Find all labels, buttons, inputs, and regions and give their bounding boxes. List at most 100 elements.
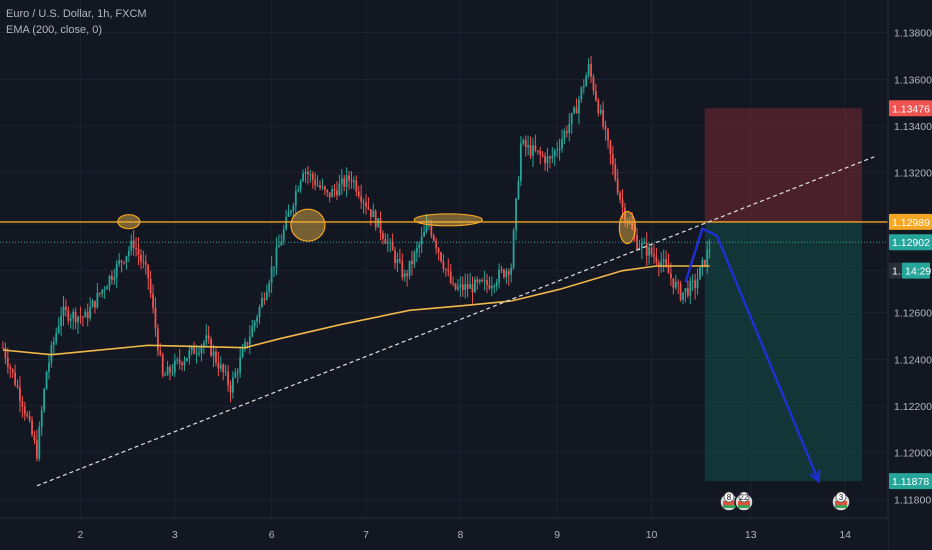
chart-legend: Euro / U.S. Dollar, 1h, FXCM EMA (200, c… (6, 6, 147, 38)
candle-body (544, 155, 546, 164)
candle-body (55, 332, 58, 342)
candle-body (101, 289, 104, 294)
price-tag (902, 262, 930, 279)
candle-body (549, 156, 551, 159)
candle-body (137, 248, 140, 255)
candle-body (536, 150, 539, 152)
candle-body (113, 277, 116, 280)
candle-body (466, 284, 469, 289)
time-tick-label: 6 (269, 529, 275, 541)
ascending-trendline (36, 156, 875, 487)
event-marker-badge (723, 491, 735, 503)
candle-body (40, 410, 43, 427)
candle-body (532, 145, 534, 156)
candle-body (442, 261, 445, 269)
candle-body (367, 206, 370, 210)
candle-body (345, 175, 348, 187)
candle-body (190, 346, 193, 351)
candle-body (91, 300, 94, 308)
candle-body (178, 359, 181, 363)
price-axis[interactable]: 1.13800 1.13600 1.13400 1.13200 1.12600 1.124… (887, 0, 932, 550)
candle-body (510, 268, 513, 275)
candle-body (541, 154, 544, 156)
candle-body (323, 186, 326, 191)
candle-body (471, 284, 474, 293)
event-marker-flag-icon (835, 501, 847, 505)
candle-body (350, 180, 353, 182)
time-tick-label: 13 (745, 529, 757, 541)
candle-body (590, 63, 592, 77)
candle-body (403, 273, 406, 278)
candle-body (321, 186, 324, 188)
event-marker-flag-icon (723, 501, 735, 505)
candle-body (686, 288, 689, 296)
candle-body (575, 107, 578, 114)
candle-body (132, 240, 135, 248)
candle-body (587, 63, 590, 76)
candle-body (200, 346, 203, 353)
candle-body (517, 181, 520, 199)
candle-body (592, 76, 595, 91)
time-axis[interactable]: 2 3 6 7 8 9 10 13 14 (0, 517, 888, 550)
symbol-title[interactable]: Euro / U.S. Dollar, 1h, FXCM (6, 8, 147, 20)
candle-body (449, 271, 452, 283)
time-tick-label: 14 (839, 529, 851, 541)
candle-body (444, 268, 447, 270)
candle-body (28, 416, 31, 421)
time-tick-label: 8 (457, 529, 463, 541)
candle-body (369, 209, 372, 218)
candle-body (457, 286, 459, 290)
candle-body (227, 371, 229, 385)
candle-body (539, 150, 542, 155)
candle-body (691, 280, 694, 282)
candle-body (52, 341, 55, 346)
candle-body (115, 263, 118, 278)
candle-body (413, 252, 416, 265)
candle-body (239, 357, 242, 373)
candle-body (595, 90, 597, 101)
candle-body (379, 218, 382, 234)
candle-body (655, 256, 658, 263)
candle-body (302, 173, 304, 181)
candle-body (154, 307, 157, 329)
candle-body (694, 280, 697, 289)
candle-body (461, 284, 464, 291)
candle-body (340, 178, 343, 184)
candle-body (224, 371, 227, 373)
candle-body (183, 360, 186, 366)
indicator-label[interactable]: EMA (200, close, 0) (6, 24, 102, 36)
candle-body (614, 164, 617, 180)
candle-body (198, 352, 200, 354)
candle-body (81, 317, 84, 319)
candle-body (582, 86, 585, 88)
candle-body (38, 426, 41, 459)
candle-body (631, 222, 634, 229)
position-zones (704, 108, 863, 482)
candle-body (9, 366, 12, 370)
candle-body (585, 75, 588, 87)
event-marker-count: 22 (740, 493, 749, 502)
candle-body (96, 292, 99, 308)
candle-body (159, 350, 162, 355)
candle-body (706, 249, 709, 266)
candle-body (573, 107, 576, 113)
candle-body (708, 249, 711, 251)
candle-body (149, 278, 152, 294)
candle-body (505, 271, 508, 277)
candle-body (219, 364, 222, 369)
candle-body (241, 349, 244, 358)
candle-body (636, 235, 638, 250)
candle-body (108, 275, 111, 287)
price-tag-label: 1.11878 (892, 476, 929, 488)
candle-body (307, 172, 309, 175)
candle-body (43, 389, 46, 411)
event-marker-badge (835, 491, 847, 503)
candle-body (665, 259, 667, 266)
candle-body (280, 241, 283, 246)
touch-ellipse (290, 208, 326, 242)
candle-body (161, 354, 164, 376)
candle-body (156, 328, 159, 351)
price-tick-label: 1.13400 (894, 121, 932, 133)
candle-body (26, 414, 29, 417)
